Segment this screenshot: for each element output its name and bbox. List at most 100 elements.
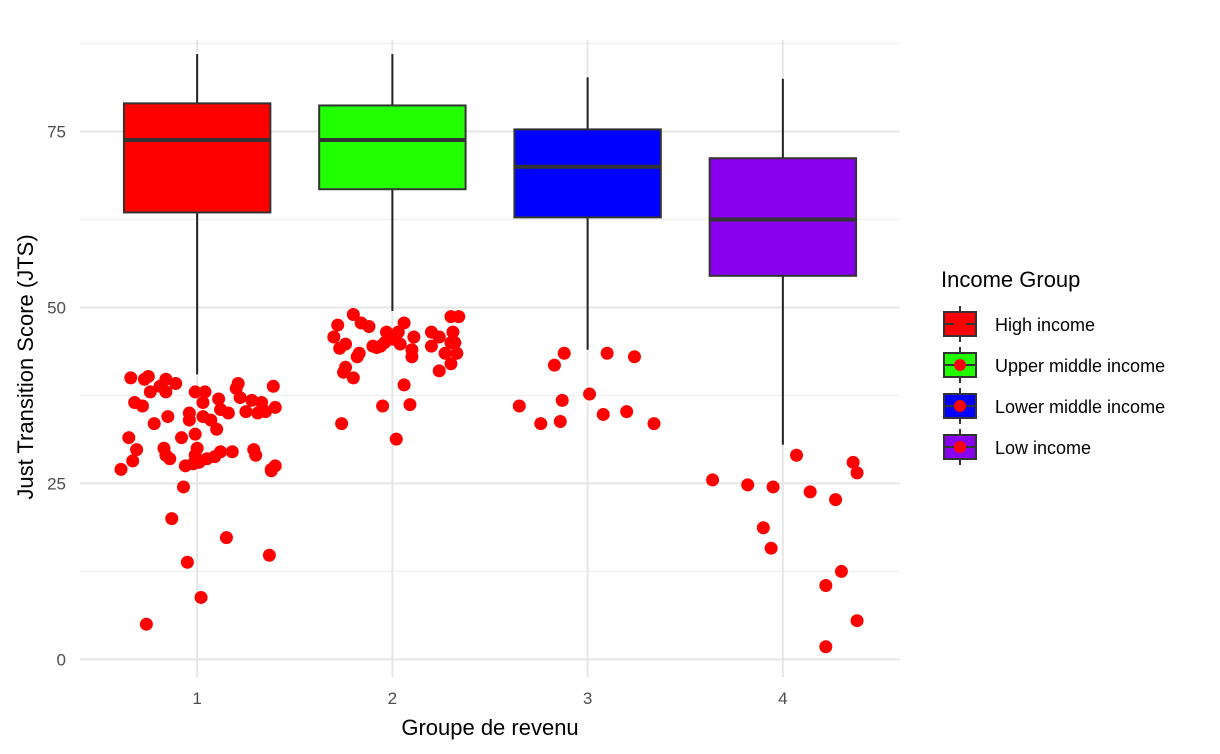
data-point <box>163 452 177 466</box>
data-point <box>756 521 770 535</box>
boxplots <box>122 54 858 445</box>
data-point <box>403 398 417 412</box>
data-point <box>143 385 157 399</box>
data-point <box>194 590 208 604</box>
data-point <box>122 431 136 445</box>
data-point <box>405 343 419 357</box>
boxplot-4 <box>708 78 858 445</box>
data-point <box>438 346 452 360</box>
data-point <box>547 358 561 372</box>
data-point <box>126 454 140 468</box>
data-point <box>790 448 804 462</box>
data-point <box>432 330 446 344</box>
x-axis-ticks: 1 2 3 4 <box>192 689 787 708</box>
data-point <box>620 405 634 419</box>
boxplot-2 <box>318 54 467 311</box>
legend-label: Low income <box>995 438 1091 458</box>
y-tick-label: 50 <box>47 298 66 317</box>
x-tick-label: 2 <box>388 689 397 708</box>
box <box>708 157 858 277</box>
data-point <box>245 393 259 407</box>
data-point <box>268 400 282 414</box>
data-point <box>161 410 175 424</box>
data-point <box>175 431 189 445</box>
data-point <box>147 417 161 431</box>
data-point <box>266 379 280 393</box>
x-tick-label: 3 <box>583 689 592 708</box>
data-point <box>555 393 569 407</box>
data-point <box>834 564 848 578</box>
data-point <box>182 413 196 427</box>
data-point <box>210 422 224 436</box>
data-point <box>553 414 567 428</box>
data-point <box>583 387 597 401</box>
data-point <box>534 417 548 431</box>
data-point <box>850 614 864 628</box>
data-point <box>346 371 360 385</box>
data-point <box>397 378 411 392</box>
data-point <box>424 339 438 353</box>
legend-entry: Low income <box>943 429 1091 465</box>
boxplot-1 <box>122 54 272 375</box>
data-point <box>346 308 360 322</box>
data-point <box>196 395 210 409</box>
data-point <box>231 376 245 390</box>
data-point <box>249 448 263 462</box>
data-point <box>124 371 138 385</box>
data-point <box>180 555 194 569</box>
data-point <box>362 319 376 333</box>
legend: Income Group High income Upper middle inc… <box>941 267 1165 465</box>
data-point <box>627 350 641 364</box>
data-point <box>327 330 341 344</box>
data-point <box>557 346 571 360</box>
data-point <box>596 407 610 421</box>
data-point <box>448 336 462 350</box>
data-point <box>190 441 204 455</box>
data-point <box>446 325 460 339</box>
data-point <box>389 432 403 446</box>
legend-key-point <box>954 400 966 412</box>
data-point <box>239 405 253 419</box>
data-point <box>331 318 345 332</box>
data-point <box>741 478 755 492</box>
data-point <box>139 617 153 631</box>
y-tick-label: 25 <box>47 474 66 493</box>
legend-entry: High income <box>943 306 1095 342</box>
data-point <box>335 417 349 431</box>
data-point <box>647 417 661 431</box>
boxplot-3 <box>513 77 662 350</box>
data-point <box>819 640 833 654</box>
jitter-points <box>114 308 864 654</box>
data-point <box>212 392 226 406</box>
data-point <box>141 369 155 383</box>
legend-key-point <box>954 359 966 371</box>
data-point <box>268 459 282 473</box>
data-point <box>262 548 276 562</box>
data-point <box>764 541 778 555</box>
x-tick-label: 1 <box>192 689 201 708</box>
box <box>122 102 272 214</box>
legend-label: Lower middle income <box>995 397 1165 417</box>
data-point <box>339 360 353 374</box>
data-point <box>339 337 353 351</box>
data-point <box>176 480 190 494</box>
y-tick-label: 0 <box>57 650 66 669</box>
data-point <box>397 316 411 330</box>
data-point <box>135 399 149 413</box>
legend-entry: Upper middle income <box>943 347 1165 383</box>
data-point <box>393 337 407 351</box>
data-point <box>819 578 833 592</box>
data-point <box>803 485 817 499</box>
box <box>318 104 467 191</box>
legend-key-point <box>954 318 966 330</box>
data-point <box>766 480 780 494</box>
data-point <box>512 399 526 413</box>
legend-key-point <box>954 441 966 453</box>
data-point <box>130 443 144 457</box>
legend-title: Income Group <box>941 267 1080 292</box>
box <box>513 128 662 219</box>
y-tick-label: 75 <box>47 123 66 142</box>
data-point <box>452 310 466 324</box>
data-point <box>376 399 390 413</box>
